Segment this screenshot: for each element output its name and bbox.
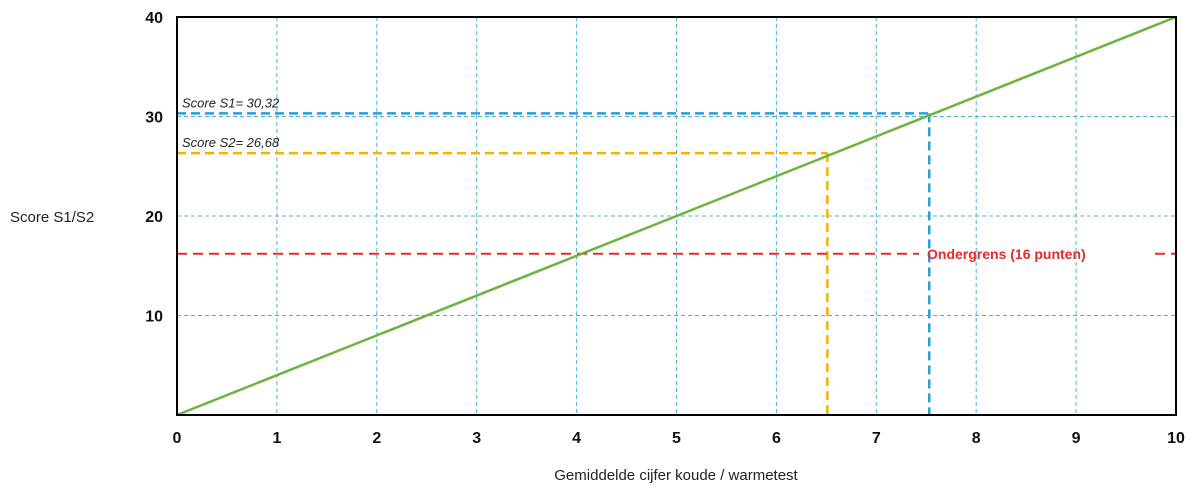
y-axis-title: Score S1/S2	[10, 209, 94, 226]
x-tick-label: 0	[173, 430, 182, 447]
x-tick-label: 5	[672, 430, 681, 447]
x-tick-label: 4	[572, 430, 581, 447]
threshold-label: Ondergrens (16 punten)	[927, 246, 1086, 262]
series-line	[176, 15, 1177, 417]
x-tick-label: 3	[472, 430, 481, 447]
x-tick-label: 2	[372, 430, 381, 447]
y-tick-label: 20	[145, 209, 163, 226]
x-tick-label: 7	[872, 430, 881, 447]
plot-frame	[176, 16, 1177, 416]
x-axis-title: Gemiddelde cijfer koude / warmetest	[554, 467, 798, 484]
x-tick-label: 10	[1167, 430, 1185, 447]
x-tick-label: 1	[272, 430, 281, 447]
guide-label-s2: Score S2= 26,68	[182, 135, 280, 150]
x-tick-label: 8	[972, 430, 981, 447]
x-tick-labels: 0 1 2 3 4 5 6 7 8 9 10	[173, 430, 1185, 447]
guide-lines	[177, 112, 1176, 415]
y-tick-label: 10	[145, 309, 163, 326]
annotations: Score S1= 30,32 Score S2= 26,68 Ondergre…	[182, 95, 1086, 261]
series-group	[176, 15, 1177, 417]
y-tick-label: 30	[145, 110, 163, 127]
guide-label-s1: Score S1= 30,32	[182, 95, 280, 110]
x-tick-label: 9	[1072, 430, 1081, 447]
x-tick-label: 6	[772, 430, 781, 447]
y-tick-labels: 10 20 30 40	[145, 10, 163, 326]
y-tick-label: 40	[145, 10, 163, 27]
